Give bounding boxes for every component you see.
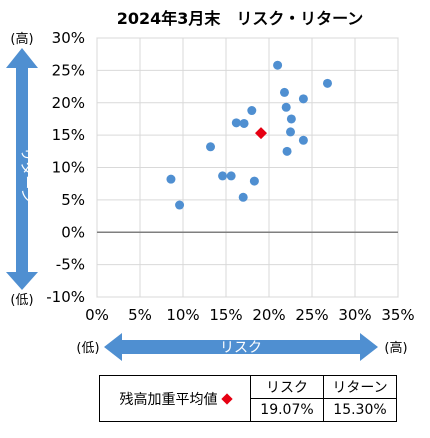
y-tick-label: -5% xyxy=(56,256,85,274)
y-tick-label: 5% xyxy=(61,191,85,209)
scatter-point xyxy=(282,146,292,156)
scatter-point xyxy=(298,135,308,145)
y-tick-label: 25% xyxy=(52,61,85,79)
return-value: 15.30% xyxy=(323,398,397,422)
x-tick-label: 35% xyxy=(381,306,414,324)
y-tick-label: 15% xyxy=(52,126,85,144)
scatter-point xyxy=(226,171,236,181)
scatter-point xyxy=(286,114,296,124)
scatter-point xyxy=(279,87,289,97)
data-points xyxy=(166,60,332,210)
x-tick-label: 0% xyxy=(85,306,109,324)
y-tick-label: 20% xyxy=(52,94,85,112)
y-axis-ticks: 30% 25% 20% 15% 10% 5% 0% -5% -10% xyxy=(46,29,85,306)
risk-header: リスク xyxy=(250,375,324,399)
summary-table: 残高加重平均値 リスク リターン 19.07% 15.30% xyxy=(99,375,397,422)
x-tick-label: 20% xyxy=(252,306,285,324)
scatter-point xyxy=(273,60,283,70)
x-tick-label: 15% xyxy=(209,306,242,324)
summary-header-row: 残高加重平均値 リスク リターン xyxy=(99,375,397,422)
scatter-point xyxy=(231,118,241,128)
risk-value: 19.07% xyxy=(250,398,324,422)
risk-return-chart: 2024年3月末 リスク・リターン 0% 5% 10% 15% 20% 25% 30% 35%… xyxy=(6,9,415,361)
scatter-point xyxy=(218,171,228,181)
risk-axis-arrow: リスク xyxy=(104,333,378,361)
y-tick-label: -10% xyxy=(46,288,85,306)
gridlines xyxy=(96,37,399,298)
return-axis-arrow: リターン xyxy=(6,48,38,290)
scatter-point xyxy=(175,200,185,210)
chart-title: 2024年3月末 リスク・リターン xyxy=(117,9,364,28)
red-diamond-icon xyxy=(220,392,233,405)
scatter-point xyxy=(249,176,259,186)
y-axis-label: リターン xyxy=(18,147,34,202)
summary-row-label: 残高加重平均値 xyxy=(99,375,251,422)
y-tick-label: 0% xyxy=(61,223,85,241)
x-low-label: (低) xyxy=(76,341,99,356)
scatter-point xyxy=(298,94,308,104)
x-tick-label: 30% xyxy=(338,306,371,324)
scatter-point xyxy=(322,78,332,88)
x-tick-label: 25% xyxy=(295,306,328,324)
y-tick-label: 30% xyxy=(52,29,85,47)
x-axis-ticks: 0% 5% 10% 15% 20% 25% 30% 35% xyxy=(85,306,415,324)
scatter-point xyxy=(247,106,257,116)
y-high-label: (高) xyxy=(10,31,33,47)
y-low-label: (低) xyxy=(10,293,33,308)
x-tick-label: 10% xyxy=(166,306,199,324)
scatter-point xyxy=(166,174,176,184)
weighted-average-label: 残高加重平均値 xyxy=(119,391,218,408)
scatter-point xyxy=(238,192,248,202)
x-high-label: (高) xyxy=(384,340,407,356)
scatter-point xyxy=(206,142,216,152)
x-axis-label: リスク xyxy=(220,340,262,356)
y-tick-label: 10% xyxy=(52,159,85,177)
scatter-point xyxy=(281,102,291,112)
return-header: リターン xyxy=(323,375,397,399)
x-tick-label: 5% xyxy=(128,306,152,324)
summary-value-row: 19.07% 15.30% xyxy=(100,398,397,422)
scatter-point xyxy=(239,118,249,128)
scatter-point xyxy=(286,127,295,137)
weighted-average-point xyxy=(255,127,268,140)
